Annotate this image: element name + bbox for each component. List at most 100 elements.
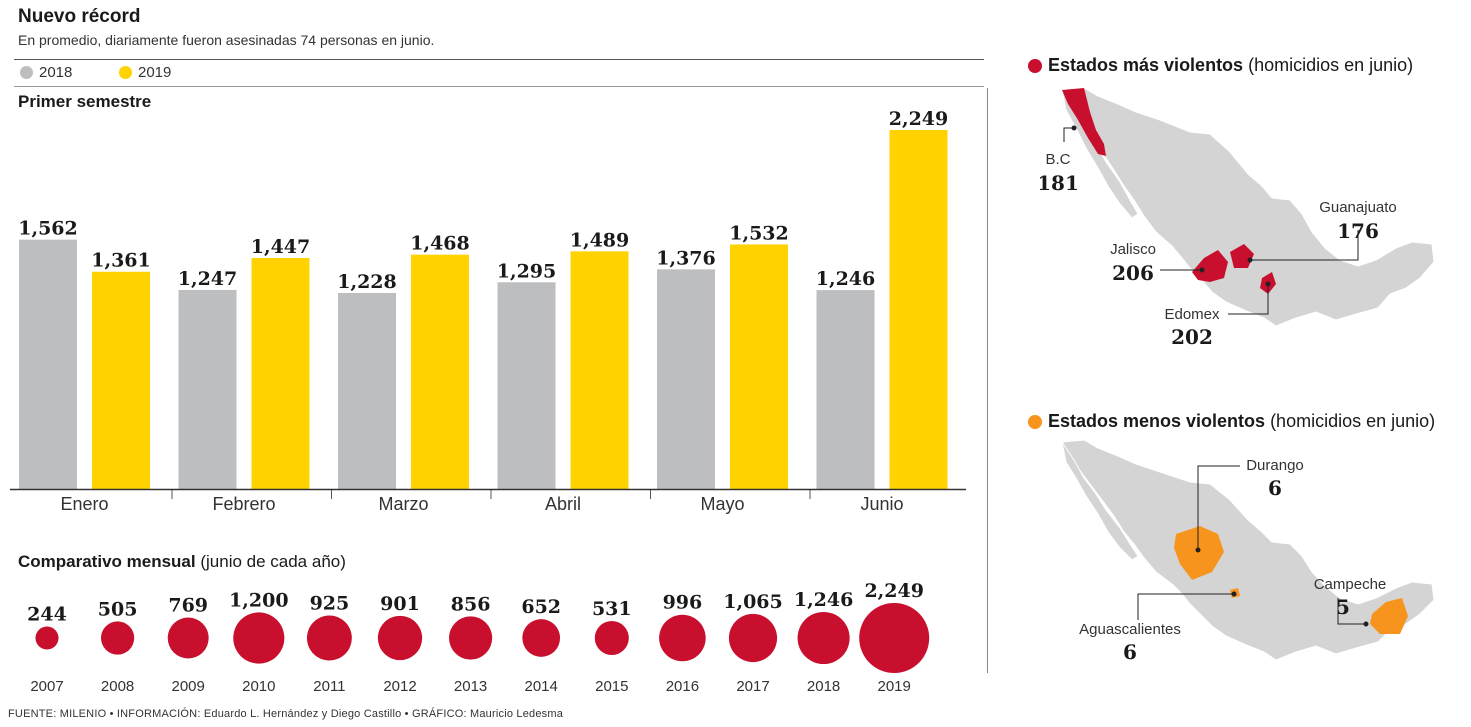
section-title: Primer semestre <box>18 92 152 111</box>
leader-lines-2 <box>1137 465 1366 625</box>
bar-2019-junio <box>889 130 948 489</box>
leader-dots <box>1071 125 1271 287</box>
bubble-chart: 244 2007 505 2008 769 2009 1,200 2010 925 2011 901… <box>27 580 930 695</box>
bubble-2008 <box>101 621 135 655</box>
bubble-year-2013: 2013 <box>454 678 487 695</box>
bubble-year-2015: 2015 <box>595 678 628 695</box>
bar-label-2019-mayo: 1,532 <box>729 222 789 244</box>
bubble-2013 <box>449 616 493 660</box>
bubble-2018 <box>797 611 850 665</box>
bar-label-2019-abril: 1,489 <box>570 229 630 251</box>
bubble-value-2017: 1,065 <box>723 591 783 613</box>
chart-subtitle: En promedio, diariamente fueron asesinad… <box>18 32 435 48</box>
bar-2018-marzo <box>338 292 396 489</box>
legend-label-2018: 2018 <box>39 64 73 81</box>
label-bc: B.C <box>1045 151 1070 168</box>
category-label-marzo: Marzo <box>378 494 428 514</box>
value-aguascalientes: 6 <box>1123 640 1137 664</box>
bubble-value-2008: 505 <box>98 598 138 620</box>
bubble-year-2007: 2007 <box>30 678 63 695</box>
state-bc-shape <box>1062 88 1106 156</box>
bar-label-2018-mayo: 1,376 <box>656 247 716 269</box>
value-bc: 181 <box>1040 171 1079 195</box>
legend-item-2018: 2018 <box>20 64 72 81</box>
bubble-value-2018: 1,246 <box>794 589 854 611</box>
bar-label-2019-enero: 1,361 <box>91 250 151 272</box>
bar-2018-junio <box>816 290 875 489</box>
bubble-year-2019: 2019 <box>878 678 911 695</box>
bubble-2010 <box>233 612 285 664</box>
bubble-value-2019: 2,249 <box>864 580 924 602</box>
legend-label-2019: 2019 <box>138 64 172 81</box>
map-least: Durango 6 Campeche 5 Aguascalientes 6 <box>1061 439 1435 664</box>
bubble-year-2011: 2011 <box>313 678 345 695</box>
chart-title: Nuevo récord <box>18 6 141 27</box>
category-label-febrero: Febrero <box>212 494 275 514</box>
orange-dot-icon <box>1028 414 1042 429</box>
bubble-2017 <box>728 613 778 663</box>
label-aguascalientes: Aguascalientes <box>1079 621 1181 638</box>
map-violent-title-rest: (homicidios en junio) <box>1248 55 1414 75</box>
leader-dots-2 <box>1195 547 1369 627</box>
value-durango: 6 <box>1268 476 1282 500</box>
bubble-value-2013: 856 <box>451 593 491 615</box>
legend-swatch-2019 <box>119 66 132 79</box>
top-rule <box>14 59 984 60</box>
state-guanajuato-shape <box>1230 244 1254 268</box>
label-durango: Durango <box>1246 457 1304 474</box>
bar-label-2018-junio: 1,246 <box>816 268 876 290</box>
vertical-separator <box>987 88 988 673</box>
label-guanajuato: Guanajuato <box>1319 199 1397 216</box>
bubble-2014 <box>522 619 561 657</box>
bar-label-2018-febrero: 1,247 <box>178 268 238 290</box>
value-edomex: 202 <box>1171 325 1213 349</box>
bar-2019-mayo <box>730 244 788 489</box>
category-label-enero: Enero <box>60 494 108 514</box>
bar-chart: 1,562 1,361 Enero 1,247 1,447 Febrero 1,228 1,4… <box>10 108 966 514</box>
bar-2019-marzo <box>411 254 469 489</box>
bar-label-2018-marzo: 1,228 <box>337 271 397 293</box>
state-durango-shape <box>1174 526 1224 580</box>
bubble-value-2016: 996 <box>663 592 703 614</box>
red-dot-icon <box>1028 58 1042 73</box>
bar-2019-enero <box>92 271 150 489</box>
bubble-year-2014: 2014 <box>525 678 558 695</box>
bar-2018-febrero <box>178 289 237 489</box>
bar-2018-abril <box>497 282 556 489</box>
bar-label-2019-junio: 2,249 <box>889 108 949 130</box>
value-guanajuato: 176 <box>1337 219 1379 243</box>
bubble-value-2015: 531 <box>592 598 632 620</box>
map-violent: B.C 181 Guanajuato 176 Jalisco 206 Edome… <box>1040 87 1435 349</box>
bubble-value-2007: 244 <box>27 603 67 625</box>
mexico-map-shape <box>1061 87 1435 327</box>
value-jalisco: 206 <box>1112 261 1154 285</box>
label-campeche: Campeche <box>1314 576 1387 593</box>
bubble-2012 <box>377 615 423 661</box>
bubble-year-2008: 2008 <box>101 678 134 695</box>
bubble-2007 <box>35 626 59 650</box>
bubble-2015 <box>594 620 629 656</box>
bubble-2011 <box>306 615 352 661</box>
bubble-2009 <box>167 617 209 659</box>
value-campeche: 5 <box>1336 595 1350 619</box>
bubble-2019 <box>859 603 930 673</box>
leader-lines <box>1063 127 1359 315</box>
label-edomex: Edomex <box>1164 306 1220 323</box>
state-jalisco-shape <box>1192 250 1228 282</box>
bar-2019-abril <box>570 251 629 489</box>
bubble-year-2018: 2018 <box>807 678 840 695</box>
bar-2018-enero <box>19 239 77 489</box>
category-label-abril: Abril <box>545 494 581 514</box>
label-jalisco: Jalisco <box>1110 241 1156 258</box>
bubble-value-2010: 1,200 <box>229 589 289 611</box>
bubble-value-2012: 901 <box>380 593 420 615</box>
map-least-title-bold: Estados menos violentos <box>1048 411 1266 431</box>
bar-2019-febrero <box>251 258 310 489</box>
bubble-value-2009: 769 <box>168 595 208 617</box>
map-violent-title-bold: Estados más violentos <box>1048 55 1244 75</box>
bubble-title-bold: Comparativo mensual <box>18 552 196 571</box>
bubble-year-2009: 2009 <box>172 678 205 695</box>
legend-item-2019: 2019 <box>119 64 171 81</box>
bubble-year-2016: 2016 <box>666 678 699 695</box>
legend-swatch-2018 <box>20 66 33 79</box>
